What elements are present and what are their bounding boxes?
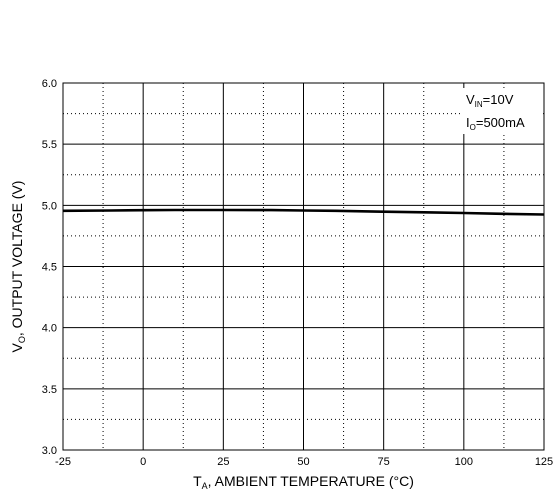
annotation-io-sub: O — [470, 123, 476, 132]
x-tick-label: 50 — [297, 456, 309, 468]
x-tick-label: 25 — [217, 456, 229, 468]
x-axis-title-main: T — [193, 473, 202, 489]
plot-frame — [62, 82, 545, 451]
annotation-io-rest: =500mA — [476, 115, 525, 130]
annotation-vin-sub: IN — [475, 100, 483, 109]
annotation-vin-rest: =10V — [483, 92, 514, 107]
major-grid — [63, 83, 544, 450]
annotation-vin: VIN=10V — [466, 92, 514, 109]
x-tick-labels: -25 0 25 50 75 100 125 — [55, 456, 553, 468]
annotation-vin-main: V — [466, 92, 475, 107]
x-tick-label: 100 — [455, 456, 473, 468]
annotation-io-main: I — [466, 115, 470, 130]
x-axis-title-sub: A — [202, 481, 208, 491]
x-tick-label: 75 — [378, 456, 390, 468]
y-axis-title: VO, OUTPUT VOLTAGE (V) — [9, 181, 27, 353]
y-tick-labels: 3.0 3.5 4.0 4.5 5.0 5.5 6.0 — [42, 78, 57, 457]
annotation-io: IO=500mA — [466, 115, 525, 132]
y-tick-label: 5.5 — [42, 139, 57, 151]
y-tick-label: 3.5 — [42, 384, 57, 396]
x-tick-label: 125 — [535, 456, 553, 468]
x-tick-label: -25 — [55, 456, 71, 468]
y-tick-label: 4.0 — [42, 323, 57, 335]
x-axis-title: TA, AMBIENT TEMPERATURE (°C) — [193, 473, 414, 491]
y-axis-title-main: V — [9, 342, 25, 352]
y-tick-label: 4.5 — [42, 262, 57, 274]
y-tick-label: 5.0 — [42, 200, 57, 212]
y-tick-label: 6.0 — [42, 78, 57, 90]
y-axis-title-rest: , OUTPUT VOLTAGE (V) — [9, 181, 25, 337]
x-axis-title-rest: , AMBIENT TEMPERATURE (°C) — [208, 473, 414, 489]
y-tick-label: 3.0 — [42, 445, 57, 457]
y-axis-title-sub: O — [17, 336, 27, 343]
series-layer — [62, 208, 545, 216]
x-tick-label: 0 — [140, 456, 146, 468]
legend-box — [460, 88, 540, 134]
series-line — [62, 208, 545, 216]
